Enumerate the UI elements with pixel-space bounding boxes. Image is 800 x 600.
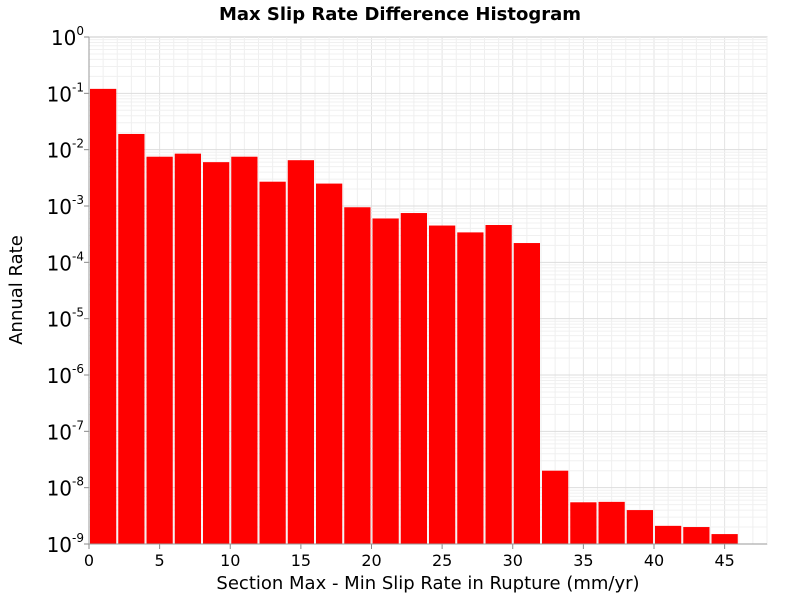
y-tick-label: 10-6 xyxy=(47,362,84,388)
x-tick-label: 0 xyxy=(84,551,94,570)
histogram-bar xyxy=(287,160,314,545)
histogram-bar xyxy=(203,162,230,545)
histogram-bar xyxy=(231,156,258,544)
y-tick-label: 10-4 xyxy=(47,249,84,275)
chart-title: Max Slip Rate Difference Histogram xyxy=(219,4,581,25)
y-tick-label: 10-8 xyxy=(47,475,84,501)
y-axis-label: Annual Rate xyxy=(6,235,27,345)
histogram-bar xyxy=(513,243,540,544)
y-tick-label: 10-5 xyxy=(47,306,84,332)
y-tick-label: 100 xyxy=(51,24,84,50)
histogram-bar xyxy=(372,218,399,544)
x-tick-label: 25 xyxy=(432,551,452,570)
x-tick-label: 45 xyxy=(714,551,734,570)
histogram-bar xyxy=(174,153,201,544)
histogram-bar xyxy=(146,156,173,544)
histogram-bar xyxy=(570,502,597,544)
y-tick-label: 10-3 xyxy=(47,193,84,219)
bars-group xyxy=(90,88,738,545)
histogram-bar xyxy=(711,534,738,544)
x-axis: 0 5 10 15 20 25 30 35 40 45 xyxy=(84,543,767,570)
y-tick-label: 10-1 xyxy=(47,80,84,106)
histogram-bar xyxy=(316,183,343,545)
histogram-bar xyxy=(598,501,625,544)
x-axis-label: Section Max - Min Slip Rate in Rupture (… xyxy=(216,573,639,594)
histogram-bar xyxy=(485,224,512,544)
histogram-bar xyxy=(90,88,117,544)
histogram-bar xyxy=(118,133,145,544)
x-tick-label: 30 xyxy=(503,551,523,570)
x-tick-label: 5 xyxy=(155,551,165,570)
y-tick-label: 10-2 xyxy=(47,137,84,163)
x-tick-label: 15 xyxy=(291,551,311,570)
histogram-bar xyxy=(400,213,427,544)
histogram-bar xyxy=(626,510,653,544)
histogram-bar xyxy=(429,225,456,544)
histogram-bar xyxy=(344,207,371,545)
x-tick-label: 35 xyxy=(573,551,593,570)
histogram-bar xyxy=(457,232,484,544)
y-axis: 100 10-1 10-2 10-3 10-4 10-5 10-6 10-7 10-8 10-9 xyxy=(47,24,90,557)
histogram-bar xyxy=(259,181,286,545)
histogram-bar xyxy=(542,470,569,544)
x-tick-label: 40 xyxy=(644,551,664,570)
y-tick-label: 10-9 xyxy=(47,531,84,557)
x-tick-label: 20 xyxy=(361,551,381,570)
histogram-bar xyxy=(655,525,682,544)
histogram-bar xyxy=(683,527,710,544)
x-tick-label: 10 xyxy=(220,551,240,570)
y-tick-label: 10-7 xyxy=(47,418,84,444)
